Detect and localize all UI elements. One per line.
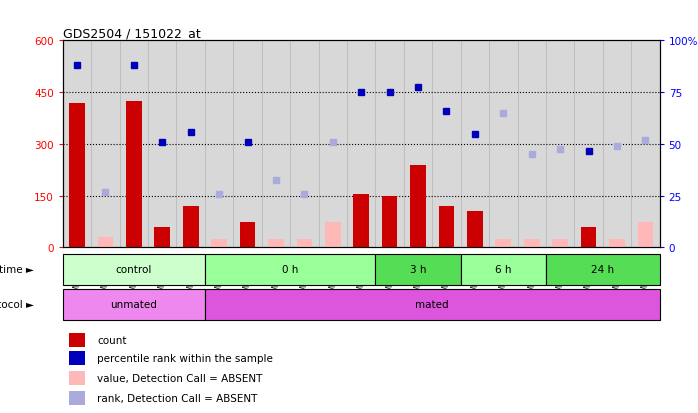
Bar xyxy=(69,103,85,248)
Text: count: count xyxy=(97,335,127,345)
Bar xyxy=(205,254,376,285)
Bar xyxy=(438,206,454,248)
Bar xyxy=(297,239,312,248)
Text: protocol ►: protocol ► xyxy=(0,299,34,310)
Bar xyxy=(353,195,369,248)
Bar xyxy=(524,239,540,248)
Bar xyxy=(461,254,546,285)
Text: control: control xyxy=(116,264,152,275)
Bar xyxy=(63,289,205,320)
Bar xyxy=(183,206,198,248)
Bar xyxy=(325,222,341,248)
Bar xyxy=(467,211,483,248)
Bar xyxy=(552,239,568,248)
Bar xyxy=(546,254,660,285)
Bar xyxy=(609,239,625,248)
Bar xyxy=(98,237,113,248)
Text: 3 h: 3 h xyxy=(410,264,426,275)
Bar xyxy=(154,227,170,248)
Bar xyxy=(410,165,426,248)
Bar xyxy=(382,196,397,248)
Text: 0 h: 0 h xyxy=(282,264,298,275)
Bar xyxy=(268,239,284,248)
Bar xyxy=(63,254,205,285)
Text: time ►: time ► xyxy=(0,264,34,275)
Text: percentile rank within the sample: percentile rank within the sample xyxy=(97,353,273,363)
Text: unmated: unmated xyxy=(110,299,157,310)
Bar xyxy=(376,254,461,285)
Text: 6 h: 6 h xyxy=(495,264,512,275)
Bar xyxy=(69,391,85,405)
Bar xyxy=(496,239,511,248)
Bar xyxy=(637,222,653,248)
Bar xyxy=(69,333,85,347)
Bar xyxy=(239,222,255,248)
Text: GDS2504 / 151022_at: GDS2504 / 151022_at xyxy=(63,27,200,40)
Text: mated: mated xyxy=(415,299,449,310)
Bar xyxy=(126,102,142,248)
Bar xyxy=(581,227,596,248)
Bar xyxy=(69,351,85,365)
Bar xyxy=(205,289,660,320)
Bar xyxy=(69,371,85,385)
Text: 24 h: 24 h xyxy=(591,264,614,275)
Text: value, Detection Call = ABSENT: value, Detection Call = ABSENT xyxy=(97,373,262,383)
Text: rank, Detection Call = ABSENT: rank, Detection Call = ABSENT xyxy=(97,393,258,403)
Bar xyxy=(211,239,227,248)
